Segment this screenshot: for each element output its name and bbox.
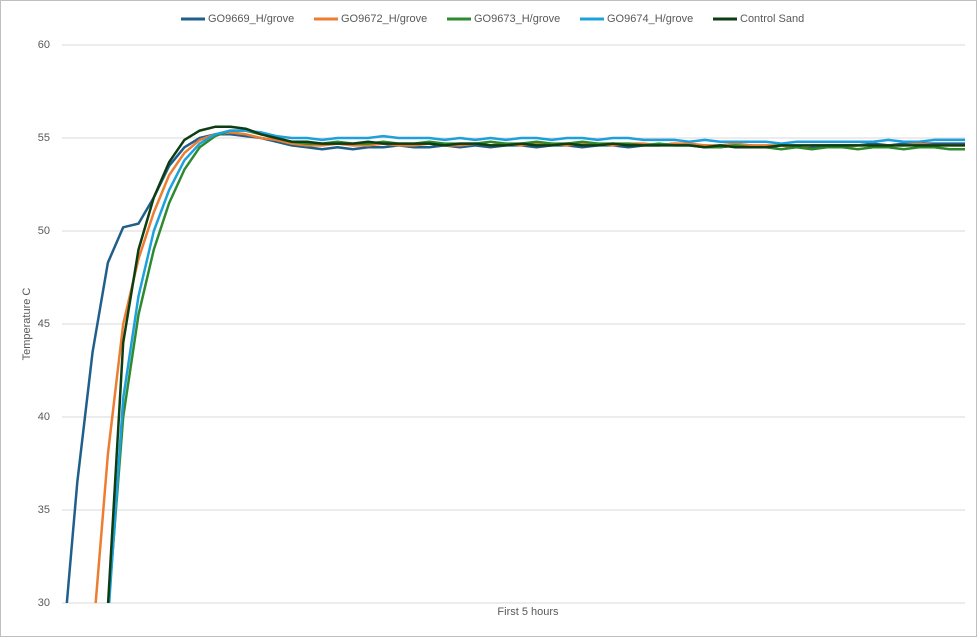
y-axis-label: Temperature C xyxy=(21,288,33,361)
legend-label: GO9674_H/grove xyxy=(607,13,693,25)
plot-area xyxy=(65,125,965,603)
legend-label: GO9673_H/grove xyxy=(474,13,560,25)
y-tick-label: 55 xyxy=(38,132,50,144)
y-tick-label: 35 xyxy=(38,504,50,516)
series-line xyxy=(106,125,965,603)
legend-label: GO9672_H/grove xyxy=(341,13,427,25)
y-tick-label: 50 xyxy=(38,225,50,237)
y-tick-label: 40 xyxy=(38,411,50,423)
legend-label: Control Sand xyxy=(740,13,804,25)
x-axis-label: First 5 hours xyxy=(497,606,559,618)
y-tick-label: 60 xyxy=(38,39,50,51)
legend-label: GO9669_H/grove xyxy=(208,13,294,25)
y-tick-label: 30 xyxy=(38,597,50,609)
y-tick-label: 45 xyxy=(38,318,50,330)
